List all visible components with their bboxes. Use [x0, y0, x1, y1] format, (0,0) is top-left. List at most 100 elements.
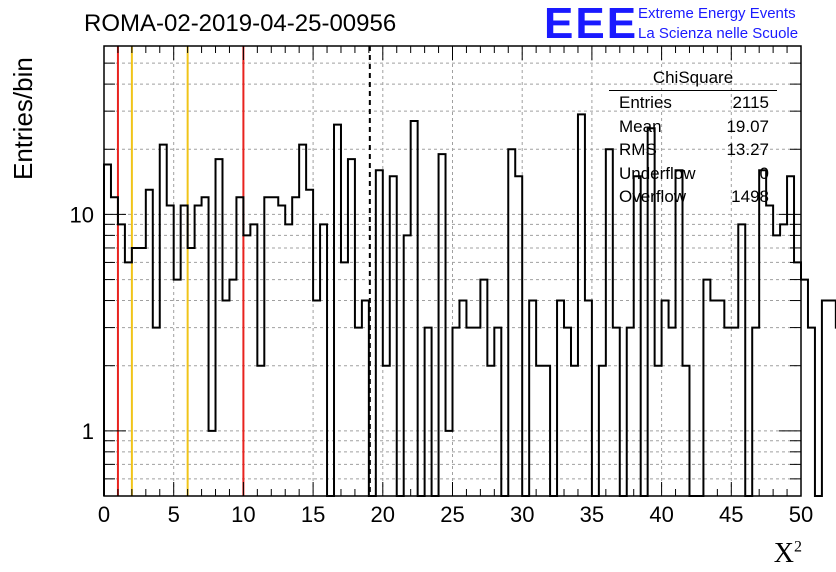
histogram-bin: [383, 366, 390, 496]
histogram-bin: [459, 301, 466, 496]
histogram-bin: [139, 248, 146, 496]
stat-label: Entries: [619, 93, 672, 112]
stat-row-mean: Mean 19.07: [609, 115, 777, 139]
histogram-bin: [446, 431, 453, 496]
stat-value: 2115: [732, 93, 769, 112]
histogram-bin: [557, 301, 564, 496]
histogram-bin: [376, 170, 383, 496]
histogram-bin: [160, 145, 167, 496]
x-tick-label: 5: [168, 502, 180, 527]
histogram-bin: [181, 205, 188, 496]
histogram-bin: [508, 149, 515, 496]
x-tick-label: 20: [371, 502, 395, 527]
histogram-bin: [794, 262, 801, 496]
histogram-bin: [536, 366, 543, 496]
x-tick-label: 45: [719, 502, 743, 527]
histogram-bin: [167, 205, 174, 496]
histogram-bin: [195, 205, 202, 496]
histogram-bin: [683, 366, 690, 496]
histogram-bin: [453, 328, 460, 496]
histogram-bin: [118, 224, 125, 496]
stat-row-rms: RMS 13.27: [609, 138, 777, 162]
stat-value: 0: [759, 163, 769, 183]
histogram-bin: [439, 154, 446, 496]
histogram-bin: [202, 197, 209, 496]
x-tick-label: 35: [580, 502, 604, 527]
histogram-bin: [703, 280, 710, 496]
histogram-bin: [578, 114, 585, 496]
histogram-bin: [404, 235, 411, 496]
histogram-bin: [710, 301, 717, 496]
histogram-bin: [153, 328, 160, 496]
histogram-bin: [599, 366, 606, 496]
histogram-bin: [738, 224, 745, 496]
histogram-bin: [571, 366, 578, 496]
y-tick-label: 1: [82, 419, 94, 444]
stats-box: ChiSquare Entries 2115 Mean 19.07 RMS 13…: [609, 66, 777, 209]
y-axis-label: Entries/bin: [8, 57, 38, 180]
histogram-bin: [257, 366, 264, 496]
histogram-bin: [487, 366, 494, 496]
histogram-bin: [229, 280, 236, 496]
histogram-bin: [236, 197, 243, 496]
histogram-bin: [125, 262, 132, 496]
histogram-bin: [292, 197, 299, 496]
histogram-bin: [731, 328, 738, 496]
histogram-bin: [348, 159, 355, 496]
histogram-bin: [717, 301, 724, 496]
histogram-bin: [264, 197, 271, 496]
histogram-bin: [822, 301, 829, 496]
histogram-bin: [222, 301, 229, 496]
stat-row-underflow: Underflow 0: [609, 162, 777, 186]
x-tick-label: 10: [231, 502, 255, 527]
histogram-bin: [773, 235, 780, 496]
histogram-bin: [759, 170, 766, 496]
x-tick-label: 30: [510, 502, 534, 527]
stat-label: RMS: [619, 140, 657, 159]
histogram-bin: [480, 280, 487, 496]
histogram-bin: [662, 301, 669, 496]
histogram-bin: [543, 366, 550, 496]
histogram-bin: [655, 366, 662, 496]
histogram-bin: [669, 328, 676, 496]
histogram-bin: [278, 205, 285, 496]
x-tick-label: 25: [440, 502, 464, 527]
histogram-bin: [627, 328, 634, 496]
histogram-bin: [634, 176, 641, 496]
histogram-bin: [334, 125, 341, 496]
axis-ticks: 0 5 10 15 20 25 30 35 40 45 50 1 10: [70, 45, 813, 527]
histogram-bin: [146, 190, 153, 496]
stat-value: 13.27: [726, 140, 769, 159]
histogram-bin: [174, 280, 181, 496]
histogram-bin: [724, 328, 731, 496]
histogram-bin: [515, 176, 522, 496]
x-tick-label: 50: [789, 502, 813, 527]
histogram-bin: [306, 190, 313, 496]
histogram-bin: [320, 224, 327, 496]
logo-line-2: La Scienza nelle Scuole: [638, 25, 799, 42]
stat-value: 1498: [731, 187, 769, 206]
logo-line-1: Extreme Energy Events: [638, 5, 796, 22]
histogram-bin: [564, 328, 571, 496]
histogram-bin: [271, 197, 278, 496]
histogram-bin: [676, 170, 683, 496]
reference-lines: [116, 46, 371, 496]
stat-label: Underflow: [619, 163, 696, 183]
histogram-bin: [285, 224, 292, 496]
histogram-bin: [613, 328, 620, 496]
eee-logo: EEE: [544, 0, 639, 48]
histogram-bin: [111, 197, 118, 496]
histogram-bin: [411, 121, 418, 496]
chart-title: ROMA-02-2019-04-25-00956: [84, 10, 397, 37]
histogram-line: [103, 113, 836, 497]
histogram-bin: [529, 301, 536, 496]
histogram-bin: [216, 159, 223, 496]
x-tick-label: 15: [301, 502, 325, 527]
histogram-bin: [313, 301, 320, 496]
histogram-bin: [829, 301, 836, 496]
histogram-bin: [243, 235, 250, 496]
histogram-bin: [355, 328, 362, 496]
y-tick-label: 10: [70, 202, 94, 227]
